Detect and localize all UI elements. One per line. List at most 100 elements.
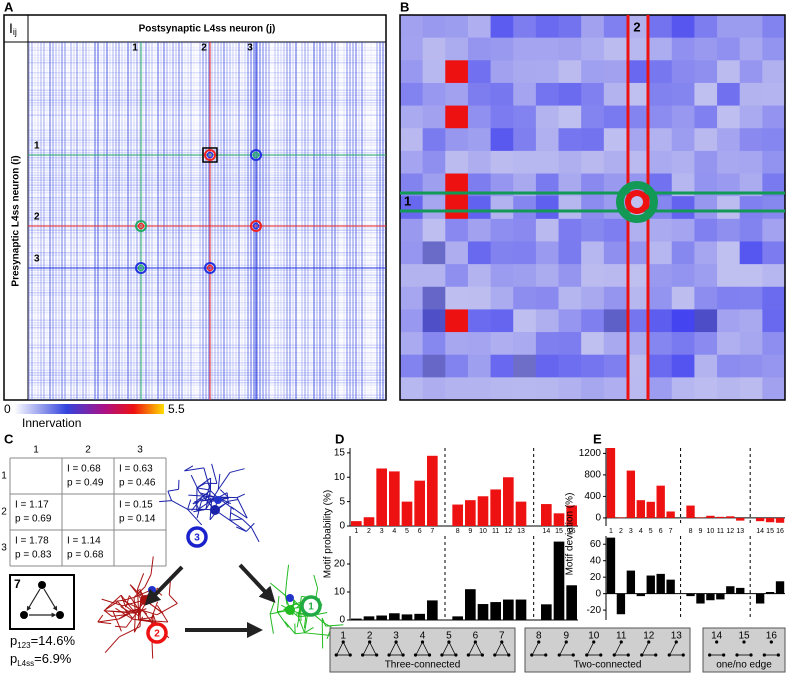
- cell: [694, 332, 717, 355]
- neurite: [242, 519, 251, 528]
- stripe: [28, 275, 386, 276]
- stripe: [28, 222, 386, 223]
- stripe: [28, 335, 386, 336]
- cell: [694, 219, 717, 242]
- cell: [672, 332, 695, 355]
- cell: [649, 106, 672, 129]
- motif-id: 12: [643, 631, 655, 642]
- cell: [559, 309, 582, 332]
- cell: [513, 196, 536, 219]
- cell: [672, 38, 695, 61]
- cell: [445, 287, 468, 310]
- cell: [717, 151, 740, 174]
- cell: [762, 151, 785, 174]
- cell: [400, 219, 423, 242]
- cell: [536, 309, 559, 332]
- cell: [559, 219, 582, 242]
- cell: [400, 241, 423, 264]
- cell: [649, 60, 672, 83]
- stripe: [28, 325, 386, 326]
- stripe: [28, 57, 386, 58]
- cell: [468, 60, 491, 83]
- cell: [672, 355, 695, 378]
- stripe: [28, 312, 386, 313]
- cell: [762, 241, 785, 264]
- stripe: [28, 77, 386, 78]
- motif-id: 2: [367, 631, 373, 642]
- bar: [617, 517, 625, 518]
- motif-id: 16: [766, 631, 778, 642]
- cell: [400, 151, 423, 174]
- stripe: [28, 317, 386, 318]
- stripe: [28, 377, 386, 378]
- stripe: [28, 180, 386, 181]
- stripe: [28, 350, 386, 351]
- cell: [423, 264, 446, 287]
- bar: [686, 594, 694, 596]
- stripe: [28, 332, 386, 333]
- cell: [694, 355, 717, 378]
- bar: [756, 518, 764, 521]
- cell: [626, 377, 649, 400]
- x-tick-label: 6: [418, 528, 422, 535]
- cell: [423, 38, 446, 61]
- bar: [452, 616, 463, 620]
- bar: [427, 600, 438, 620]
- panel-label: C: [4, 431, 14, 446]
- cell: [581, 196, 604, 219]
- cell: [604, 151, 627, 174]
- stripe: [28, 50, 386, 51]
- col-marker: 1: [132, 43, 138, 54]
- stripe: [28, 97, 386, 98]
- stripe: [28, 290, 386, 291]
- y-tick-label: 20: [334, 559, 346, 570]
- stripe: [28, 310, 386, 311]
- bar: [351, 619, 362, 620]
- y-tick-label: 0: [595, 513, 601, 524]
- p: p: [10, 651, 17, 666]
- cell: [468, 15, 491, 38]
- cell: [740, 355, 763, 378]
- y-tick-label: -20: [587, 605, 602, 616]
- cell: [491, 332, 514, 355]
- y-label: Motif deviation (%): [565, 493, 576, 576]
- cell: [762, 377, 785, 400]
- cell: [445, 60, 468, 83]
- motif-id: 1: [340, 631, 346, 642]
- val: =6.9%: [34, 651, 72, 666]
- stripe: [28, 210, 386, 211]
- y-tick-label: 0: [339, 521, 345, 532]
- prob: p123=14.6%: [10, 633, 75, 650]
- cell: [762, 355, 785, 378]
- stripe: [28, 217, 386, 218]
- motif-id: 6: [473, 631, 479, 642]
- stripe: [28, 287, 386, 288]
- cell: [559, 264, 582, 287]
- cb-label: Innervation: [22, 416, 81, 430]
- bar: [726, 586, 734, 593]
- x-tick-label: 4: [639, 528, 643, 535]
- x-tick-label: 4: [392, 528, 396, 535]
- bar: [726, 516, 734, 518]
- x-tick-label: 6: [659, 528, 663, 535]
- cell: [559, 38, 582, 61]
- stripe: [28, 367, 386, 368]
- cell: [400, 309, 423, 332]
- stripe: [28, 260, 386, 261]
- cell: [740, 60, 763, 83]
- bar: [607, 448, 615, 518]
- dot: [20, 611, 28, 619]
- cell: [491, 128, 514, 151]
- cell: [513, 38, 536, 61]
- motif-id: 14: [711, 631, 723, 642]
- col-marker: 2: [201, 43, 207, 54]
- cell: [513, 264, 536, 287]
- row-marker: 1: [34, 141, 40, 152]
- bar: [389, 613, 400, 620]
- x-tick-label: 8: [456, 528, 460, 535]
- panel-label: E: [593, 431, 602, 446]
- row-marker: 3: [34, 254, 40, 265]
- stripe: [28, 365, 386, 366]
- stripe: [28, 292, 386, 293]
- stripe: [28, 240, 386, 241]
